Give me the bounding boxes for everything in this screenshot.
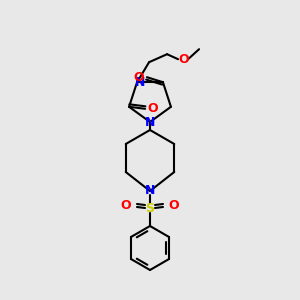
Text: N: N — [145, 116, 155, 128]
Text: O: O — [121, 199, 131, 212]
Text: S: S — [146, 202, 154, 214]
Text: O: O — [169, 199, 179, 212]
Text: O: O — [134, 71, 144, 84]
Text: O: O — [148, 102, 158, 115]
Text: O: O — [179, 53, 189, 66]
Text: N: N — [135, 76, 145, 89]
Text: N: N — [145, 184, 155, 197]
